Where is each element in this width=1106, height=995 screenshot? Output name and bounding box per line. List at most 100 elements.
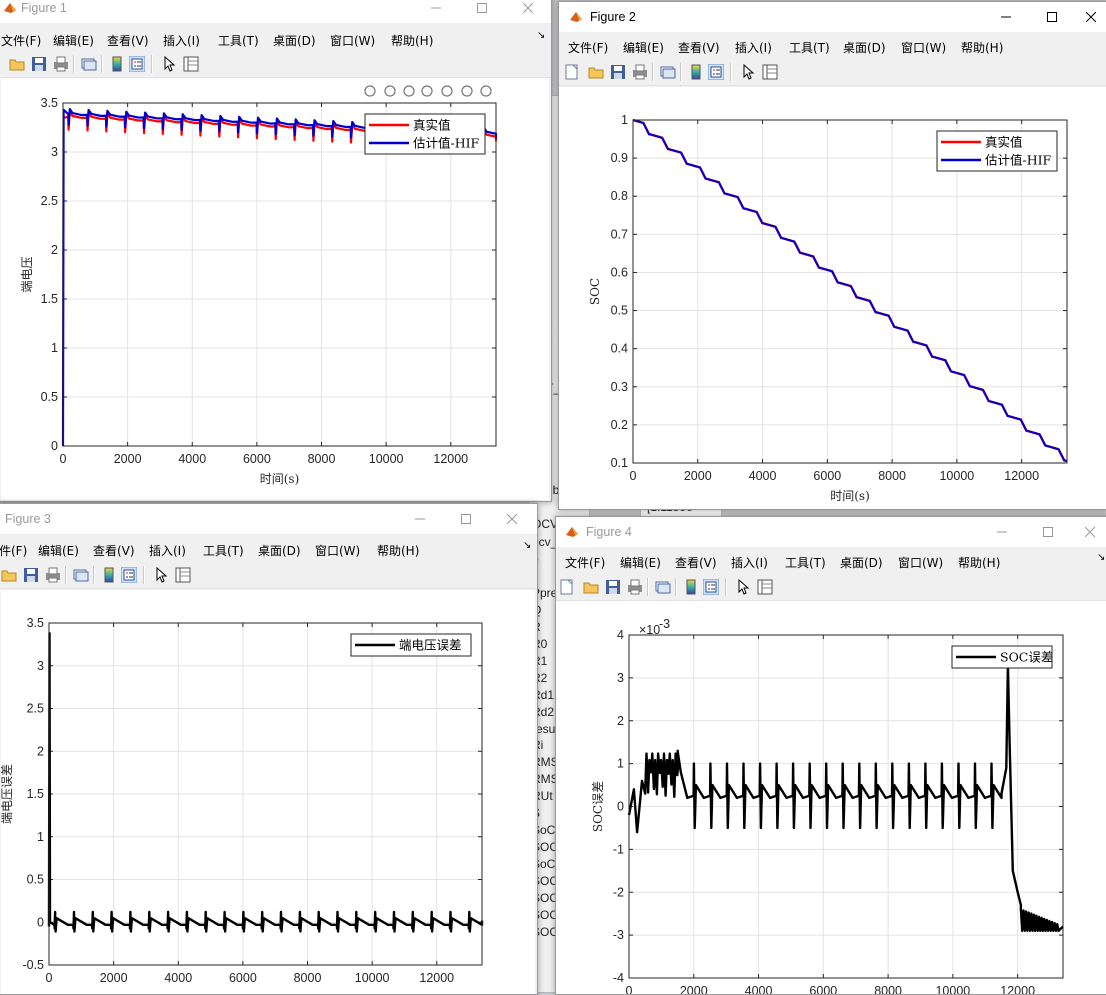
menu-view[interactable]: 查看(V) [93, 544, 135, 558]
link-plot-icon[interactable] [73, 567, 89, 583]
edit-plot-cursor-icon[interactable] [153, 567, 169, 583]
menu-help[interactable]: 帮助(H) [377, 544, 420, 558]
menu-desktop[interactable]: 桌面(D) [273, 34, 316, 48]
menu-window[interactable]: 窗口(W) [898, 556, 944, 570]
x-tick-label: 8000 [294, 971, 322, 985]
edit-plot-cursor-icon[interactable] [740, 64, 756, 80]
open-file-icon[interactable] [583, 579, 599, 595]
series-line-soc-error [627, 663, 1064, 933]
x-tick-label: 12000 [1004, 469, 1039, 483]
menu-tools[interactable]: 工具(T) [785, 556, 826, 570]
insert-legend-icon[interactable] [708, 64, 724, 80]
menu-insert[interactable]: 插入(I) [149, 544, 186, 558]
menu-window[interactable]: 窗口(W) [315, 544, 361, 558]
menu-edit[interactable]: 编辑(E) [620, 556, 661, 570]
open-file-icon[interactable] [588, 64, 604, 80]
insert-colorbar-icon[interactable] [683, 579, 699, 595]
menu-insert[interactable]: 插入(I) [731, 556, 768, 570]
close-button[interactable] [489, 504, 535, 534]
menu-dock-arrow-icon[interactable]: ↘ [1097, 552, 1106, 563]
menu-desktop[interactable]: 桌面(D) [843, 41, 886, 55]
minimize-button[interactable] [413, 0, 459, 23]
maximize-button[interactable] [459, 0, 505, 23]
new-figure-icon[interactable] [564, 64, 580, 80]
edit-plot-cursor-icon[interactable] [161, 56, 177, 72]
menu-window[interactable]: 窗口(W) [901, 41, 947, 55]
save-icon[interactable] [610, 64, 626, 80]
menu-view[interactable]: 查看(V) [107, 34, 149, 48]
menu-desktop[interactable]: 桌面(D) [840, 556, 883, 570]
y-tick-label: -1 [613, 842, 624, 856]
menu-help[interactable]: 帮助(H) [961, 41, 1004, 55]
toolbar-separator [143, 566, 145, 584]
property-inspector-icon[interactable] [183, 56, 199, 72]
property-inspector-icon[interactable] [762, 64, 778, 80]
menu-dock-arrow-icon[interactable]: ↘ [537, 30, 546, 41]
new-figure-icon[interactable] [559, 579, 575, 595]
figure-4-title: Figure 4 [586, 525, 632, 539]
close-button[interactable] [505, 0, 551, 23]
menu-edit[interactable]: 编辑(E) [53, 34, 94, 48]
menu-tools[interactable]: 工具(T) [789, 41, 830, 55]
figure-2-window[interactable]: Figure 2 文件(F) 编辑(E) 查看(V) 插入(I) 工具(T) 桌… [558, 1, 1106, 510]
print-icon[interactable] [632, 64, 648, 80]
menu-file[interactable]: 文件(F) [1, 34, 42, 48]
figure-3-window[interactable]: Figure 3 件(F) 编辑(E) 查看(V) 插入(I) 工具(T) 桌面… [0, 503, 538, 995]
save-icon[interactable] [23, 567, 39, 583]
maximize-button[interactable] [443, 504, 489, 534]
property-inspector-icon[interactable] [757, 579, 773, 595]
menu-window[interactable]: 窗口(W) [330, 34, 376, 48]
menu-help[interactable]: 帮助(H) [391, 34, 434, 48]
figure-2-titlebar[interactable]: Figure 2 [559, 2, 1106, 32]
save-icon[interactable] [605, 579, 621, 595]
insert-legend-icon[interactable] [703, 579, 719, 595]
menu-insert[interactable]: 插入(I) [163, 34, 200, 48]
minimize-button[interactable] [983, 2, 1029, 32]
menu-tools[interactable]: 工具(T) [218, 34, 259, 48]
home-icon [480, 85, 492, 97]
menu-edit[interactable]: 编辑(E) [38, 544, 79, 558]
open-file-icon[interactable] [1, 567, 17, 583]
figure-1-titlebar[interactable]: Figure 1 [0, 0, 551, 23]
save-icon[interactable] [31, 56, 47, 72]
menu-edit[interactable]: 编辑(E) [623, 41, 664, 55]
insert-legend-icon[interactable] [121, 567, 137, 583]
insert-legend-icon[interactable] [129, 56, 145, 72]
insert-colorbar-icon[interactable] [101, 567, 117, 583]
close-button[interactable] [1075, 2, 1106, 32]
insert-colorbar-icon[interactable] [109, 56, 125, 72]
menu-dock-arrow-icon[interactable]: ↘ [523, 540, 532, 551]
figure-4-window[interactable]: Figure 4 文件(F) 编辑(E) 查看(V) 插入(I) 工具(T) 桌… [555, 516, 1106, 995]
maximize-button[interactable] [1029, 2, 1075, 32]
menu-desktop[interactable]: 桌面(D) [258, 544, 301, 558]
insert-colorbar-icon[interactable] [688, 64, 704, 80]
menu-file[interactable]: 件(F) [0, 544, 28, 558]
print-icon[interactable] [627, 579, 643, 595]
workspace-variable-name: SOC [532, 908, 559, 922]
close-button[interactable] [1071, 517, 1106, 547]
menu-insert[interactable]: 插入(I) [735, 41, 772, 55]
minimize-button[interactable] [979, 517, 1025, 547]
print-icon[interactable] [53, 56, 69, 72]
menu-view[interactable]: 查看(V) [678, 41, 720, 55]
figure-1-window[interactable]: Figure 1 文件(F) 编辑(E) 查看(V) 插入(I) 工具(T) 桌… [0, 0, 552, 502]
link-plot-icon[interactable] [660, 64, 676, 80]
y-tick-label: 1 [51, 341, 58, 355]
figure-4-titlebar[interactable]: Figure 4 [556, 517, 1106, 547]
link-plot-icon[interactable] [81, 56, 97, 72]
minimize-button[interactable] [397, 504, 443, 534]
menu-tools[interactable]: 工具(T) [203, 544, 244, 558]
figure-3-titlebar[interactable]: Figure 3 [0, 504, 537, 534]
property-inspector-icon[interactable] [175, 567, 191, 583]
link-plot-icon[interactable] [655, 579, 671, 595]
open-file-icon[interactable] [9, 56, 25, 72]
menu-file[interactable]: 文件(F) [568, 41, 609, 55]
figure-3-plot: 0 2000 4000 6000 8000 10000 12000 -0.5 0 0.5 1 1.5 2… [1, 590, 535, 994]
menu-file[interactable]: 文件(F) [565, 556, 606, 570]
menu-help[interactable]: 帮助(H) [958, 556, 1001, 570]
menu-view[interactable]: 查看(V) [675, 556, 717, 570]
maximize-button[interactable] [1025, 517, 1071, 547]
edit-plot-cursor-icon[interactable] [735, 579, 751, 595]
print-icon[interactable] [45, 567, 61, 583]
new-figure-icon[interactable] [0, 56, 1, 72]
